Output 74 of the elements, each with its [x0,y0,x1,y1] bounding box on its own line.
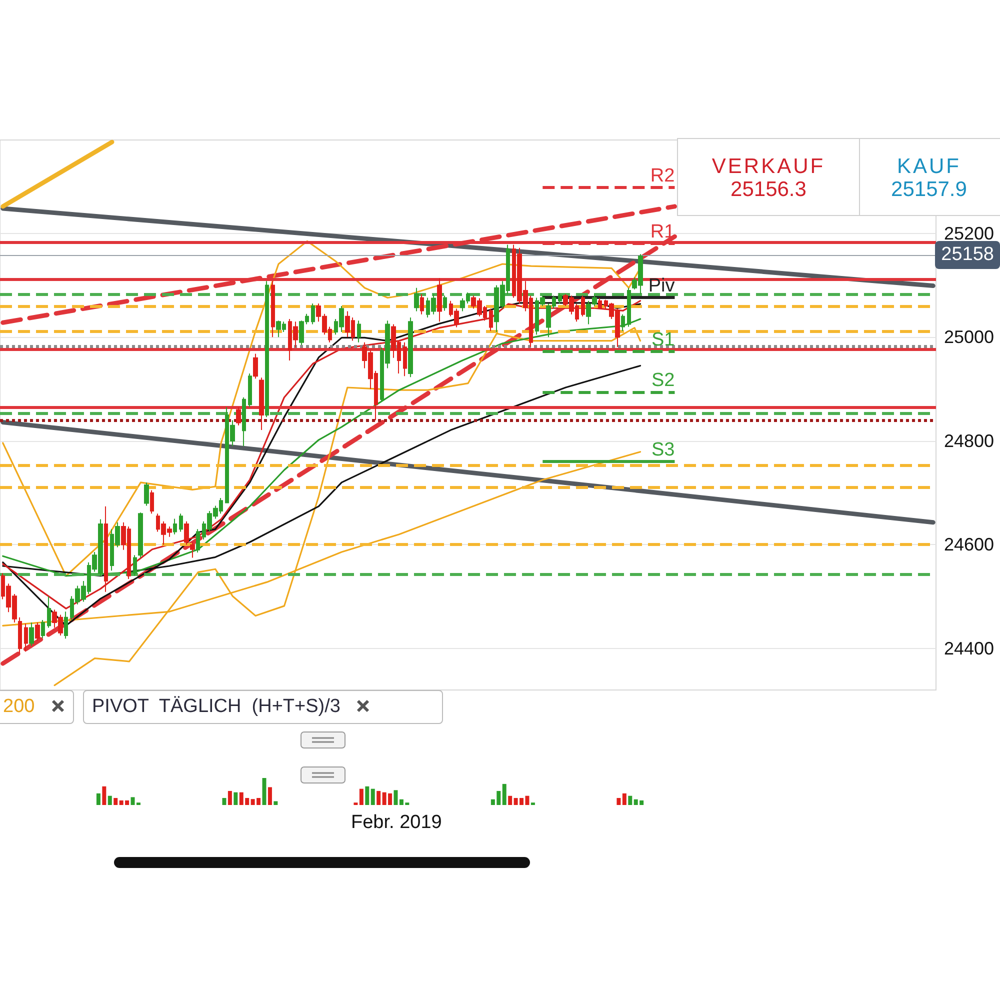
text: 200 [3,696,35,717]
candlestick [64,611,68,640]
bar [370,788,375,805]
candlestick [190,542,195,558]
candlestick [144,482,149,506]
candlestick [420,294,424,315]
bar [102,786,106,805]
ref-line-label: R1 [650,221,675,242]
candlestick [311,302,315,325]
candlestick [489,308,493,332]
y-tick-label: 25000 [944,327,994,348]
candlestick [437,278,442,322]
bar [508,796,512,805]
text: PIVOT TÄGLICH (H+T+S)/3 [92,696,340,717]
candlestick [414,287,419,312]
annotation: KAUF [896,155,962,178]
text: 25158 [941,244,994,265]
candlestick [41,619,45,639]
candlestick [18,616,22,654]
candlestick [150,490,154,514]
candlestick [259,377,264,431]
ref-line-label: S3 [651,440,675,461]
candlestick [29,622,34,646]
ref-line-label: R2 [650,166,675,187]
candlestick [558,292,562,304]
bar [616,798,621,805]
candlestick [104,506,108,592]
bar [268,787,272,805]
sell-price-card: VERKAUF 25156.3 [677,138,860,216]
bar [234,792,238,805]
bar [262,778,266,805]
candlestick [357,320,361,343]
annotation: 25157.9 [890,178,968,201]
text: Febr. 2019 [347,812,446,834]
candlestick [173,518,177,535]
candlestick [443,295,447,312]
bar [628,796,632,805]
buy-price-card: KAUF 25157.9 [859,138,1000,216]
candlestick [138,512,143,558]
candlestick [35,622,40,642]
y-tick-label: 24400 [944,638,994,658]
candlestick [403,342,407,377]
bar [108,796,112,805]
bar [394,790,398,805]
bar [365,786,370,805]
candlestick [265,280,269,418]
ref-line-label: Piv [648,276,676,297]
candlestick [179,513,183,532]
candlestick [184,520,189,546]
bar [376,790,381,805]
bar [222,798,226,805]
candlestick [47,596,51,628]
bar [274,801,278,805]
bar [359,788,364,805]
annotation: 25156.3 [730,178,808,201]
y-tick-label: 25200 [944,223,994,244]
candlestick [248,372,252,408]
bar [228,790,232,805]
candlestick [253,353,258,380]
candlestick [24,623,28,652]
y-tick-label: 24800 [944,430,994,451]
ref-line-label: S2 [651,370,675,392]
candlestick [196,528,200,553]
bar [622,793,626,805]
bar [96,793,100,805]
candlestick [236,406,241,426]
candlestick [242,396,246,447]
candlestick [408,316,413,378]
candlestick [271,280,275,338]
bar [502,784,506,805]
y-tick-label: 24600 [944,534,994,555]
bar [114,798,118,805]
ref-line-label: S1 [651,330,675,351]
annotation: VERKAUF [710,155,826,178]
